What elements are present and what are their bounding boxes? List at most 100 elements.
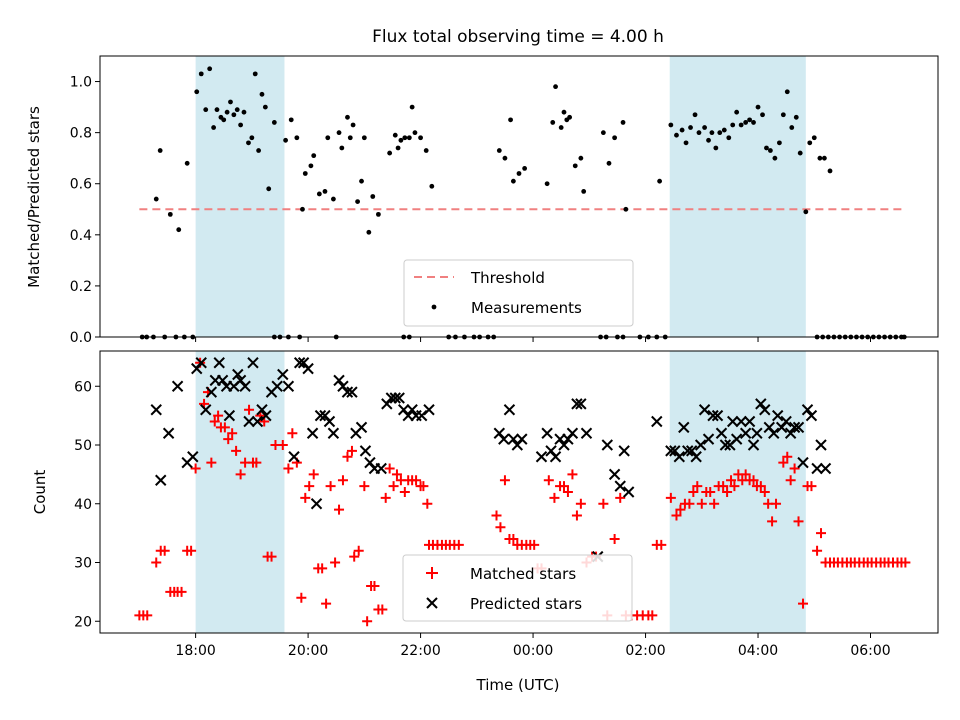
- predicted-star-point: [735, 415, 747, 428]
- predicted-star-point: [155, 474, 167, 486]
- matched-star-point: [571, 510, 582, 521]
- measurement-point: [797, 150, 803, 156]
- top-legend: Threshold Measurements: [403, 259, 634, 327]
- measurement-point: [308, 163, 314, 169]
- matched-star-point: [798, 598, 809, 609]
- matched-star-point: [418, 481, 429, 492]
- predicted-star-point: [792, 421, 805, 434]
- bottom-panel: 18:00 20:00 22:00 00:00 02:00 04:00 06:00 20 30…: [31, 350, 939, 694]
- matched-star-point: [209, 416, 220, 427]
- measurement-point: [743, 120, 749, 125]
- matched-star-point: [391, 469, 402, 480]
- x-tick-label: 20:00: [288, 643, 328, 659]
- matched-star-point: [190, 463, 201, 474]
- y-tick-label: 0.8: [70, 126, 92, 142]
- measurement-point: [657, 178, 663, 184]
- matched-star-point: [287, 428, 298, 439]
- predicted-star-point: [282, 380, 295, 392]
- measurement-point: [793, 114, 799, 120]
- predicted-star-point: [171, 380, 184, 392]
- predicted-star-point: [755, 398, 767, 410]
- predicted-star-point: [423, 404, 435, 416]
- matched-star-point: [369, 581, 380, 591]
- matched-star-point: [558, 481, 569, 492]
- predicted-star-point: [608, 468, 621, 481]
- measurement-point: [398, 137, 404, 143]
- matched-star-point: [266, 551, 277, 562]
- bottom-legend: Matched stars Predicted stars: [402, 554, 633, 622]
- predicted-star-point: [678, 421, 690, 434]
- matched-star-point: [317, 563, 328, 574]
- measurement-point: [502, 155, 508, 161]
- measurement-point: [807, 140, 813, 146]
- matched-star-point: [771, 498, 782, 509]
- x-tick-label: 02:00: [625, 643, 665, 659]
- matched-star-point: [549, 492, 560, 503]
- predicted-star-point: [187, 451, 199, 463]
- predicted-star-point: [743, 415, 756, 428]
- measurement-point: [246, 140, 251, 146]
- matched-star-point: [377, 604, 388, 615]
- predicted-star-point: [415, 409, 428, 422]
- matched-star-point: [151, 557, 162, 568]
- measurement-point: [713, 145, 719, 151]
- predicted-star-point: [323, 415, 336, 428]
- measurement-point: [406, 135, 412, 141]
- x-tick-label: 00:00: [513, 643, 553, 659]
- measurement-point: [234, 107, 240, 113]
- measurement-point: [316, 191, 322, 197]
- y-tick-label: 0.0: [70, 330, 92, 346]
- matched-star-point: [684, 498, 695, 509]
- predicted-star-point: [355, 421, 368, 434]
- predicted-star-point: [682, 445, 694, 457]
- measurement-point: [283, 137, 288, 143]
- measurement-point: [612, 135, 618, 141]
- predicted-star-point: [216, 374, 229, 387]
- bottom-legend-box: [402, 554, 633, 622]
- matched-star-point: [308, 469, 319, 480]
- measurement-point: [361, 135, 367, 141]
- measurement-point: [706, 137, 711, 143]
- measurement-point: [395, 145, 401, 151]
- measurement-point: [412, 130, 418, 136]
- predicted-star-point: [205, 386, 218, 398]
- x-axis-label: Time (UTC): [476, 676, 560, 694]
- predicted-star-point: [566, 427, 579, 439]
- predicted-star-point: [341, 386, 354, 398]
- predicted-star-point: [739, 427, 752, 439]
- measurement-point: [370, 194, 376, 199]
- matched-star-point: [665, 492, 676, 503]
- predicted-star-point: [702, 433, 715, 445]
- predicted-star-point: [314, 409, 327, 422]
- predicted-star-point: [694, 439, 707, 451]
- predicted-star-point: [711, 409, 724, 422]
- measurement-point: [553, 84, 558, 90]
- measurement-point: [817, 155, 823, 161]
- matched-star-point: [296, 592, 307, 603]
- predicted-star-point: [375, 462, 387, 475]
- predicted-star-point: [575, 398, 587, 410]
- matched-star-point: [142, 610, 153, 621]
- predicted-star-point: [780, 415, 792, 428]
- measurement-point: [262, 104, 268, 110]
- matched-star-point: [785, 475, 796, 486]
- y-tick-label: 60: [74, 379, 92, 395]
- matched-star-point: [251, 457, 262, 468]
- matched-star-point: [812, 545, 823, 556]
- matched-star-point: [705, 487, 716, 497]
- matched-star-point: [159, 545, 170, 556]
- legend-matched-swatch: [426, 567, 438, 579]
- bottom-plot-frame: [99, 350, 939, 634]
- chart-title: Flux total observing time = 4.00 h: [372, 27, 664, 47]
- matched-star-point: [411, 475, 422, 486]
- measurement-point: [600, 130, 606, 136]
- matched-star-point: [688, 487, 699, 497]
- measurement-point: [347, 135, 353, 141]
- predicted-star-point: [239, 380, 251, 392]
- matched-star-point: [767, 516, 778, 527]
- x-tick-label: 06:00: [850, 643, 890, 659]
- matched-star-point: [778, 457, 789, 468]
- matched-star-point: [696, 498, 707, 509]
- y-tick-label: 1.0: [70, 75, 92, 91]
